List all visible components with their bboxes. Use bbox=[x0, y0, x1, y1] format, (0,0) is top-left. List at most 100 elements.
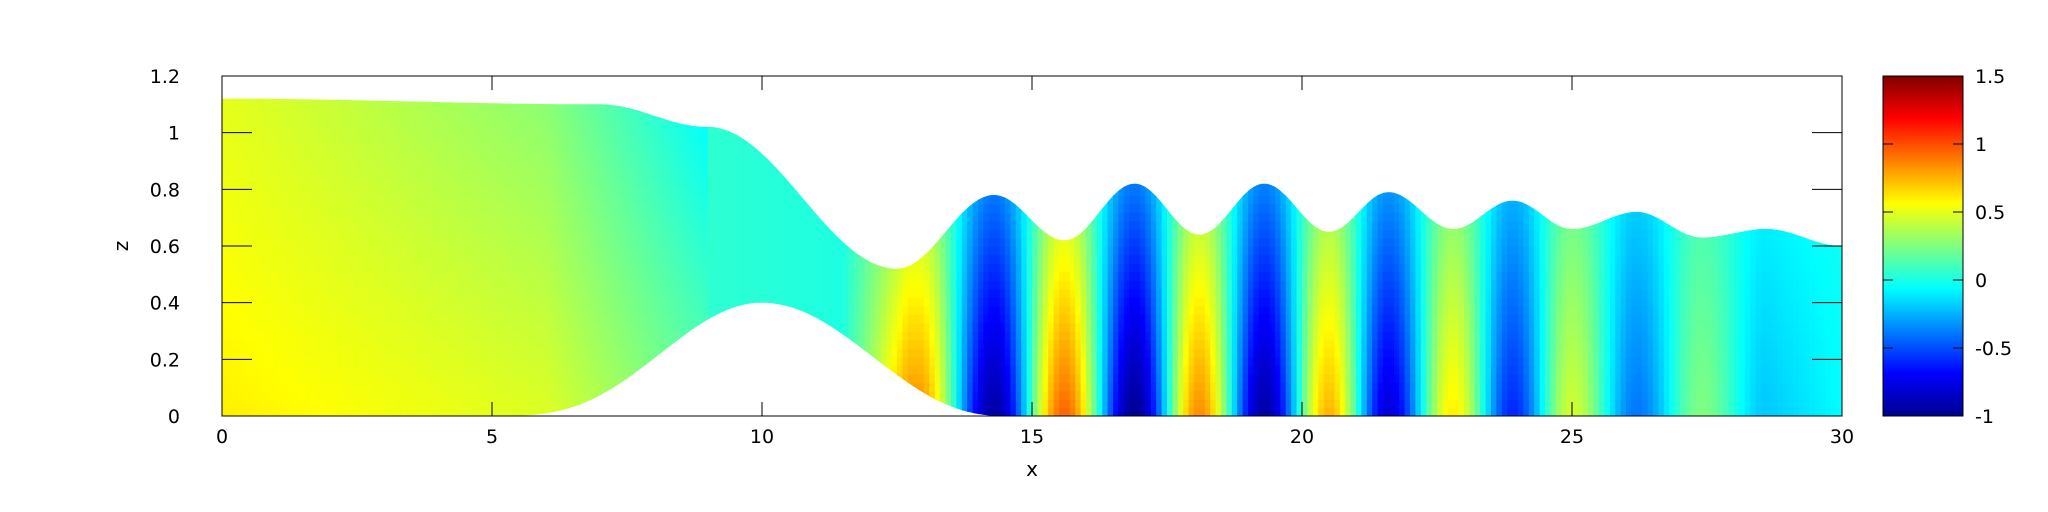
heatmap-cell bbox=[551, 407, 558, 416]
heatmap-cell bbox=[583, 169, 590, 179]
heatmap-cell bbox=[519, 280, 526, 290]
heatmap-cell bbox=[632, 271, 639, 281]
heatmap-cell bbox=[243, 382, 250, 392]
heatmap-cell bbox=[1010, 322, 1017, 332]
heatmap-cell bbox=[346, 399, 353, 409]
heatmap-cell bbox=[648, 348, 655, 358]
heatmap-cell bbox=[708, 314, 715, 324]
heatmap-cell bbox=[1102, 271, 1109, 281]
heatmap-cell bbox=[621, 339, 628, 349]
heatmap-cell bbox=[1037, 297, 1044, 307]
heatmap-cell bbox=[659, 220, 666, 230]
heatmap-cell bbox=[540, 246, 547, 256]
heatmap-cell bbox=[367, 212, 374, 222]
heatmap-cell bbox=[524, 348, 531, 358]
heatmap-cell bbox=[562, 203, 569, 213]
heatmap-cell bbox=[1069, 322, 1076, 332]
heatmap-cell bbox=[627, 331, 634, 341]
heatmap-cell bbox=[362, 186, 369, 196]
heatmap-cell bbox=[319, 297, 326, 307]
heatmap-cell bbox=[281, 212, 288, 222]
heatmap-cell bbox=[610, 220, 617, 230]
heatmap-cell bbox=[972, 212, 979, 222]
heatmap-cell bbox=[913, 297, 920, 307]
heatmap-cell bbox=[654, 348, 661, 358]
heatmap-cell bbox=[470, 144, 477, 154]
heatmap-cell bbox=[405, 246, 412, 256]
heatmap-cell bbox=[832, 280, 839, 290]
heatmap-cell bbox=[983, 373, 990, 383]
heatmap-cell bbox=[394, 322, 401, 332]
heatmap-cell bbox=[783, 178, 790, 188]
heatmap-cell bbox=[265, 135, 272, 145]
heatmap-cell bbox=[346, 297, 353, 307]
heatmap-cell bbox=[621, 288, 628, 298]
heatmap-cell bbox=[324, 152, 331, 162]
heatmap-cell bbox=[389, 98, 396, 103]
heatmap-cell bbox=[1005, 195, 1012, 205]
heatmap-cell bbox=[292, 127, 299, 137]
heatmap-cell bbox=[1059, 246, 1066, 256]
heatmap-cell bbox=[718, 212, 725, 222]
heatmap-cell bbox=[918, 365, 925, 375]
heatmap-cell bbox=[961, 195, 968, 205]
heatmap-cell bbox=[384, 229, 391, 239]
heatmap-cell bbox=[265, 297, 272, 307]
heatmap-cell bbox=[1026, 280, 1033, 290]
heatmap-cell bbox=[259, 144, 266, 154]
heatmap-cell bbox=[508, 237, 515, 247]
heatmap-cell bbox=[1102, 254, 1109, 264]
heatmap-cell bbox=[492, 314, 499, 324]
heatmap-cell bbox=[562, 271, 569, 281]
heatmap-cell bbox=[562, 305, 569, 315]
heatmap-cell bbox=[308, 348, 315, 358]
heatmap-cell bbox=[735, 203, 742, 213]
heatmap-cell bbox=[594, 203, 601, 213]
heatmap-cell bbox=[1032, 263, 1039, 273]
heatmap-cell bbox=[286, 399, 293, 409]
heatmap-cell bbox=[367, 322, 374, 332]
heatmap-cell bbox=[772, 297, 779, 307]
heatmap-cell bbox=[810, 271, 817, 281]
heatmap-cell bbox=[340, 331, 347, 341]
heatmap-cell bbox=[810, 263, 817, 273]
heatmap-cell bbox=[1059, 229, 1066, 239]
heatmap-cell bbox=[513, 229, 520, 239]
heatmap-cell bbox=[1026, 220, 1033, 230]
heatmap-cell bbox=[486, 195, 493, 205]
heatmap-cell bbox=[875, 314, 882, 324]
heatmap-cell bbox=[411, 314, 418, 324]
heatmap-cell bbox=[864, 322, 871, 332]
heatmap-cell bbox=[616, 288, 623, 298]
heatmap-cell bbox=[546, 195, 553, 205]
heatmap-cell bbox=[762, 195, 769, 205]
heatmap-cell bbox=[843, 297, 850, 307]
heatmap-cell bbox=[961, 220, 968, 230]
heatmap-cell bbox=[286, 305, 293, 315]
heatmap-cell bbox=[681, 263, 688, 273]
heatmap-cell bbox=[1107, 186, 1114, 196]
heatmap-cell bbox=[438, 246, 445, 256]
heatmap-cell bbox=[924, 348, 931, 358]
heatmap-cell bbox=[529, 297, 536, 307]
heatmap-cell bbox=[232, 127, 239, 137]
heatmap-cell bbox=[249, 195, 256, 205]
heatmap-cell bbox=[276, 118, 283, 128]
heatmap-cell bbox=[319, 195, 326, 205]
heatmap-cell bbox=[681, 203, 688, 213]
heatmap-cell bbox=[891, 263, 898, 273]
heatmap-cell bbox=[664, 195, 671, 205]
heatmap-cell bbox=[1005, 246, 1012, 256]
heatmap-cell bbox=[443, 212, 450, 222]
heatmap-cell bbox=[303, 331, 310, 341]
heatmap-cell bbox=[454, 178, 461, 188]
heatmap-cell bbox=[799, 314, 806, 324]
heatmap-cell bbox=[1053, 322, 1060, 332]
heatmap-cell bbox=[783, 195, 790, 205]
heatmap-cell bbox=[265, 195, 272, 205]
heatmap-cell bbox=[978, 246, 985, 256]
heatmap-cell bbox=[735, 212, 742, 222]
heatmap-cell bbox=[227, 203, 234, 213]
heatmap-cell bbox=[475, 110, 482, 120]
heatmap-cell bbox=[627, 212, 634, 222]
